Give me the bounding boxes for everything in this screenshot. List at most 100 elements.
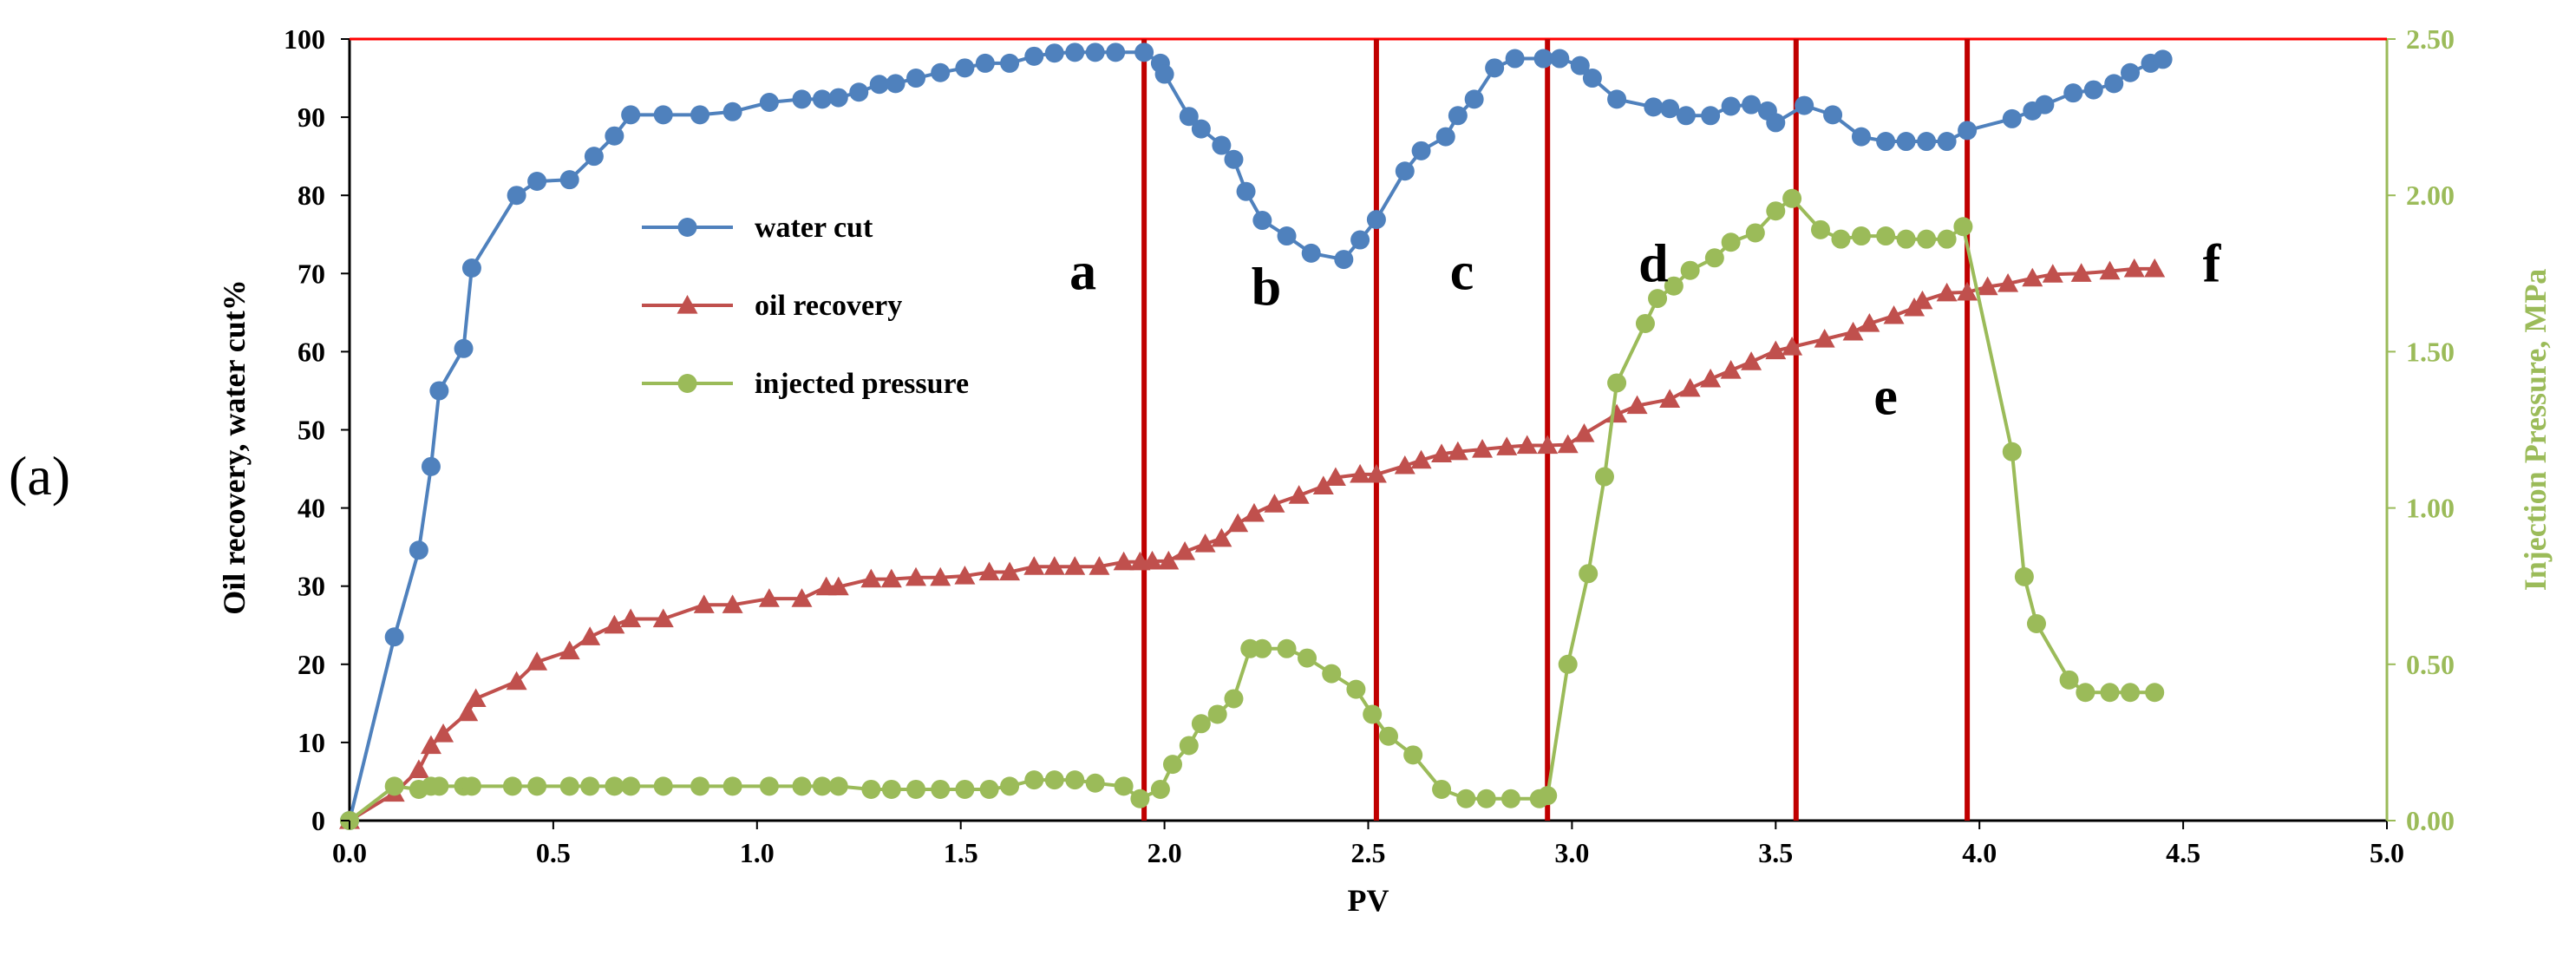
data-point <box>978 561 1000 581</box>
data-point <box>1350 230 1370 250</box>
data-point <box>975 53 995 73</box>
data-point <box>677 295 698 314</box>
data-series <box>339 43 2173 830</box>
data-point <box>1456 789 1476 808</box>
data-point <box>1782 188 1802 208</box>
data-point <box>1448 106 1468 126</box>
data-point <box>861 779 881 799</box>
data-point <box>828 776 848 796</box>
x-tick-label: 2.0 <box>1147 837 1182 868</box>
data-point <box>2002 108 2022 128</box>
data-point <box>1876 226 1896 246</box>
y-left-tick-label: 90 <box>297 101 325 133</box>
y-left-tick-label: 50 <box>297 415 325 446</box>
data-point <box>1765 340 1787 360</box>
legend-label: water cut <box>755 212 873 244</box>
y-left-tick-label: 20 <box>297 649 325 680</box>
data-point <box>1606 403 1628 423</box>
data-point <box>1252 638 1272 658</box>
data-point <box>1582 69 1602 88</box>
data-point <box>1766 113 1786 133</box>
data-point <box>1301 243 1321 263</box>
data-point <box>1701 106 1721 126</box>
data-point <box>429 776 449 796</box>
data-point <box>2083 80 2103 100</box>
data-point <box>1842 321 1864 341</box>
y-left-tick-label: 30 <box>297 571 325 602</box>
data-point <box>2153 49 2173 69</box>
data-point <box>979 779 999 799</box>
data-point <box>621 776 641 796</box>
data-point <box>886 74 906 94</box>
data-point <box>1766 201 1786 221</box>
data-point <box>1158 550 1180 570</box>
data-point <box>604 614 625 634</box>
data-point <box>1745 223 1765 243</box>
data-point <box>849 82 869 102</box>
data-point <box>860 568 882 588</box>
legend-label: injected pressure <box>755 368 969 400</box>
data-point <box>1431 443 1453 463</box>
data-point <box>1533 49 1553 69</box>
data-point <box>1795 95 1814 115</box>
data-point <box>1277 638 1297 658</box>
y-right-tick-label: 2.00 <box>2406 180 2455 211</box>
data-point <box>1883 304 1905 324</box>
data-point <box>1594 467 1614 487</box>
data-point <box>1936 282 1958 302</box>
pressure-series <box>340 188 2165 830</box>
stage-label-c: c <box>1450 242 1474 301</box>
data-point <box>559 776 579 796</box>
data-point <box>677 374 697 393</box>
data-point <box>2014 566 2034 586</box>
data-point <box>1085 43 1105 62</box>
water-cut-line <box>348 50 2164 821</box>
x-axis-title: PV <box>1348 883 1389 918</box>
stage-label-f: f <box>2203 234 2222 293</box>
data-point <box>1212 135 1232 155</box>
data-point <box>1024 770 1044 790</box>
axis-ticks: 0.0 0.5 1.0 1.5 2.0 2.5 3.0 3.5 4.0 4.5 5.0 0 10 20 30… <box>284 23 2455 868</box>
data-point <box>1065 770 1085 790</box>
data-point <box>759 776 779 796</box>
data-point <box>1141 550 1163 570</box>
data-point <box>1207 704 1227 724</box>
data-point <box>1224 689 1244 709</box>
data-point <box>1810 219 1830 239</box>
y-right-tick-label: 0.50 <box>2406 649 2455 680</box>
data-point <box>828 88 848 108</box>
data-point <box>1679 377 1701 397</box>
data-point <box>1896 229 1916 249</box>
data-point <box>1676 106 1696 126</box>
data-point <box>526 651 548 671</box>
data-point <box>1700 368 1722 388</box>
x-tick-label: 4.5 <box>2166 837 2200 868</box>
data-point <box>1252 211 1272 231</box>
data-point <box>1089 556 1110 575</box>
data-point <box>1570 56 1590 75</box>
data-point <box>1085 773 1105 793</box>
data-point <box>2076 683 2095 703</box>
data-point <box>677 218 697 237</box>
data-point <box>1174 541 1196 560</box>
data-point <box>954 565 976 585</box>
data-point <box>1579 564 1599 584</box>
y-left-tick-label: 10 <box>297 727 325 758</box>
data-point <box>429 381 449 401</box>
data-point <box>1664 276 1684 296</box>
data-point <box>605 126 624 146</box>
data-point <box>1917 229 1937 249</box>
data-point <box>1500 789 1520 808</box>
data-point <box>1277 226 1297 246</box>
data-point <box>384 627 404 647</box>
data-point <box>507 186 526 206</box>
data-point <box>2026 613 2046 633</box>
data-point <box>2121 683 2141 703</box>
stage-label-b: b <box>1252 258 1281 317</box>
data-point <box>1958 121 1978 141</box>
data-point <box>1635 313 1655 333</box>
data-point <box>1179 107 1199 127</box>
data-point <box>2145 683 2165 703</box>
data-point <box>880 568 902 588</box>
y-right-tick-label: 1.00 <box>2406 493 2455 524</box>
